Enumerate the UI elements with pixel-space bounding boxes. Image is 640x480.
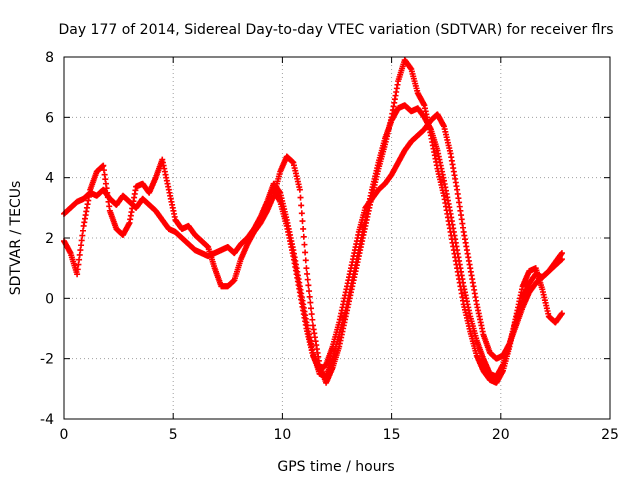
y-tick-label: -4 [40,412,54,428]
x-tick-label: 20 [492,427,510,443]
data-point [298,202,305,209]
chart-title: Day 177 of 2014, Sidereal Day-to-day VTE… [58,22,613,38]
data-point [304,270,311,277]
x-tick-label: 5 [169,427,178,443]
series-track-a [61,102,565,380]
data-point [304,276,311,283]
data-point [301,241,308,248]
data-point [306,288,313,295]
data-point [302,249,309,256]
data-point [299,218,306,225]
grid-lines [64,57,610,419]
data-point [309,316,316,323]
y-axis-label: SDTVAR / TECUs [8,181,24,296]
data-point [308,305,315,312]
x-tick-label: 15 [383,427,401,443]
data-point [298,210,305,217]
series-track-b [61,57,565,386]
data-point [307,299,314,306]
x-tick-label: 10 [273,427,291,443]
data-point [297,194,304,201]
y-tick-label: 4 [45,171,54,187]
y-tick-label: 6 [45,110,54,126]
tick-labels: 0 5 10 15 20 25 -4 -2 0 2 4 6 8 [40,50,619,443]
data-point [306,293,313,300]
x-tick-label: 0 [60,427,69,443]
data-point [308,311,315,318]
data-point [300,225,307,232]
y-tick-label: -2 [40,352,54,368]
data-point [303,265,310,272]
data-point [305,282,312,289]
x-axis-label: GPS time / hours [277,459,394,475]
axis-ticks [63,56,611,420]
x-tick-label: 25 [601,427,619,443]
y-tick-label: 2 [45,231,54,247]
data-point [296,186,303,193]
data-point [300,233,307,240]
y-tick-label: 0 [45,291,54,307]
y-tick-label: 8 [45,50,54,66]
data-points [61,57,565,386]
data-point [558,250,565,257]
series-track-c [270,111,565,374]
data-point [558,310,565,317]
data-point [302,257,309,264]
